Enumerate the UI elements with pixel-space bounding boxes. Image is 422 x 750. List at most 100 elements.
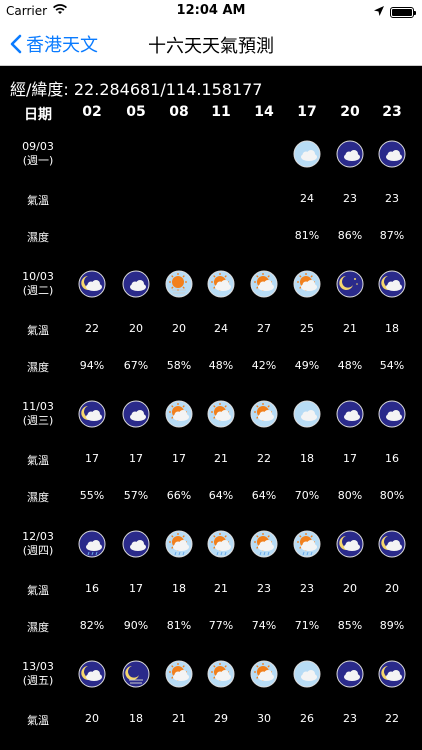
temperature-row-value: 17 xyxy=(85,452,99,465)
humidity-row-value: 81% xyxy=(166,619,192,632)
location-arrow-icon xyxy=(374,5,384,19)
temperature-row-value: 16 xyxy=(385,452,399,465)
hour-header: 20 xyxy=(340,104,360,120)
sun-cloud-icon xyxy=(250,660,278,688)
temperature-row-value: 23 xyxy=(300,582,314,595)
humidity-row-value: 42% xyxy=(251,359,277,372)
temperature-row-value: 24 xyxy=(300,192,314,205)
humidity-row-label: 濕度 xyxy=(27,621,49,634)
temperature-row-value: 26 xyxy=(300,712,314,725)
humidity-row-value: 49% xyxy=(294,359,320,372)
back-button[interactable]: 香港天文 xyxy=(10,31,98,57)
humidity-row-value: 81% xyxy=(294,229,320,242)
temperature-row: 氣溫 22 20 20 24 27 25 21 18 xyxy=(0,312,422,349)
hour-header: 08 xyxy=(169,104,189,120)
temperature-row-value: 30 xyxy=(257,712,271,725)
cloud-day-icon xyxy=(293,660,321,688)
hour-header: 23 xyxy=(382,104,402,120)
nav-bar: 香港天文 十六天天氣預測 xyxy=(0,22,422,66)
weekday-text: (週三) xyxy=(22,414,54,427)
temperature-row-value: 21 xyxy=(172,712,186,725)
temperature-row-value: 18 xyxy=(300,452,314,465)
sun-cloud-icon xyxy=(293,270,321,298)
temperature-row: 氣溫 16 17 18 21 23 23 20 20 xyxy=(0,572,422,609)
forecast-table: 日期 02 05 08 11 14 17 20 23 09/03 (週一) 氣溫 24 23 23 濕度 8… xyxy=(0,100,422,739)
temperature-row-value: 17 xyxy=(129,452,143,465)
status-left: Carrier xyxy=(6,4,68,18)
location-coordinates: 經/緯度: 22.284681/114.158177 xyxy=(10,80,263,99)
cloud-day-icon xyxy=(293,140,321,168)
humidity-row-value: 55% xyxy=(79,489,105,502)
cloud-night-icon xyxy=(336,400,364,428)
temperature-row-value: 20 xyxy=(129,322,143,335)
moon-cloud-icon xyxy=(78,660,106,688)
humidity-row-value: 64% xyxy=(208,489,234,502)
date-text: 10/03 xyxy=(22,270,54,283)
forecast-date: 12/03 (週四) xyxy=(22,530,54,558)
date-text: 13/03 xyxy=(22,660,54,673)
humidity-row-value: 86% xyxy=(337,229,363,242)
temperature-row-value: 23 xyxy=(257,582,271,595)
temperature-row-value: 17 xyxy=(343,452,357,465)
temperature-row-value: 23 xyxy=(343,712,357,725)
temperature-row-value: 22 xyxy=(85,322,99,335)
weekday-text: (週二) xyxy=(22,284,54,297)
hour-header: 05 xyxy=(126,104,146,120)
moon-cloud-icon xyxy=(378,270,406,298)
temperature-row-label: 氣溫 xyxy=(27,714,49,727)
temperature-row-value: 20 xyxy=(385,582,399,595)
forecast-icon-row: 10/03 (週二) xyxy=(0,256,422,312)
date-text: 12/03 xyxy=(22,530,54,543)
weekday-text: (週一) xyxy=(22,154,54,167)
moon-stars-icon xyxy=(336,270,364,298)
temperature-row-label: 氣溫 xyxy=(27,584,49,597)
humidity-row-value: 89% xyxy=(379,619,405,632)
hour-header: 17 xyxy=(297,104,317,120)
temperature-row-value: 22 xyxy=(257,452,271,465)
moon-cloud-icon xyxy=(78,400,106,428)
humidity-row-value: 70% xyxy=(294,489,320,502)
sun-rain-icon xyxy=(165,530,193,558)
sun-rain-icon xyxy=(250,530,278,558)
humidity-row-value: 64% xyxy=(251,489,277,502)
battery-level xyxy=(392,8,412,16)
forecast-icon-row: 12/03 (週四) xyxy=(0,516,422,572)
sun-rain-icon xyxy=(293,530,321,558)
date-text: 09/03 xyxy=(22,140,54,153)
sun-cloud-icon xyxy=(207,400,235,428)
humidity-row-value: 80% xyxy=(379,489,405,502)
status-right xyxy=(374,5,416,19)
cloud-night-icon xyxy=(378,400,406,428)
humidity-row: 濕度 94% 67% 58% 48% 42% 49% 48% 54% xyxy=(0,349,422,386)
moon-haze-icon xyxy=(122,660,150,688)
wifi-icon xyxy=(53,4,68,18)
temperature-row-value: 17 xyxy=(129,582,143,595)
humidity-row-value: 48% xyxy=(208,359,234,372)
sun-cloud-icon xyxy=(250,400,278,428)
humidity-row-value: 80% xyxy=(337,489,363,502)
sun-cloud-icon xyxy=(165,400,193,428)
date-text: 11/03 xyxy=(22,400,54,413)
humidity-row-value: 67% xyxy=(123,359,149,372)
humidity-row-value: 85% xyxy=(337,619,363,632)
temperature-row-value: 27 xyxy=(257,322,271,335)
weekday-text: (週四) xyxy=(22,544,54,557)
temperature-row-label: 氣溫 xyxy=(27,194,49,207)
temperature-row-value: 20 xyxy=(172,322,186,335)
humidity-row-value: 94% xyxy=(79,359,105,372)
temperature-row-label: 氣溫 xyxy=(27,454,49,467)
temperature-row-value: 25 xyxy=(300,322,314,335)
moon-cloud-icon xyxy=(336,530,364,558)
sun-cloud-icon xyxy=(165,660,193,688)
humidity-row-value: 54% xyxy=(379,359,405,372)
forecast-date: 10/03 (週二) xyxy=(22,270,54,298)
humidity-row-value: 57% xyxy=(123,489,149,502)
temperature-row-value: 22 xyxy=(385,712,399,725)
humidity-row: 濕度 82% 90% 81% 77% 74% 71% 85% 89% xyxy=(0,609,422,646)
sun-rain-icon xyxy=(207,530,235,558)
temperature-row: 氣溫 24 23 23 xyxy=(0,182,422,219)
humidity-row-value: 74% xyxy=(251,619,277,632)
hour-header: 14 xyxy=(254,104,274,120)
back-button-label: 香港天文 xyxy=(26,35,98,56)
temperature-row-value: 23 xyxy=(343,192,357,205)
